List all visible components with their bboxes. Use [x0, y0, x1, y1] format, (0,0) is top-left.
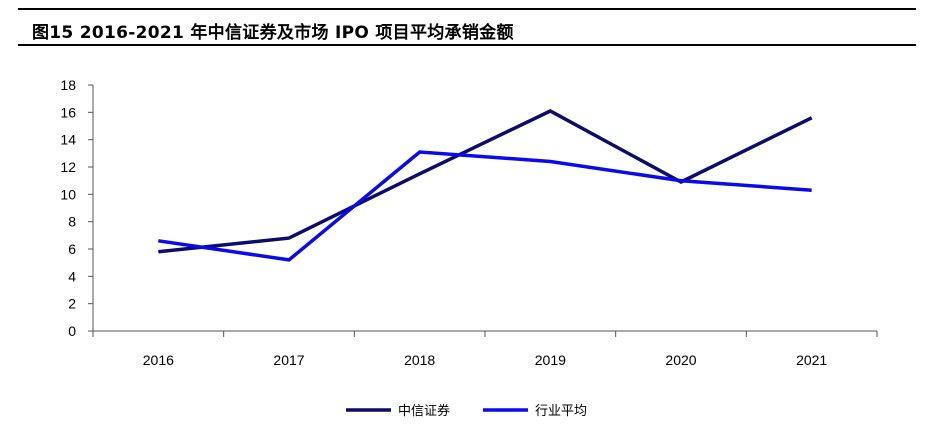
y-tick-label: 2: [68, 296, 76, 312]
series-line-1: [158, 109, 813, 254]
chart-axes: 0 2 4 6 8 10 12 14 16 18 2016 2017 2018 2019 2020 2021: [60, 77, 878, 368]
y-tick-label: 14: [60, 132, 76, 148]
y-tick-label: 4: [68, 268, 76, 284]
x-tick-label: 2019: [535, 352, 566, 368]
x-tick-label: 2016: [143, 352, 174, 368]
y-tick-label: 6: [68, 241, 76, 257]
figure-title: 图15 2016-2021 年中信证券及市场 IPO 项目平均承销金额: [32, 23, 514, 43]
y-tick-label: 16: [60, 104, 76, 120]
y-tick-label: 0: [68, 323, 76, 339]
y-tick-label: 8: [68, 214, 76, 230]
figure-title-bar: 图15 2016-2021 年中信证券及市场 IPO 项目平均承销金额: [18, 8, 916, 46]
y-tick-label: 10: [60, 186, 76, 202]
x-tick-label: 2018: [404, 352, 435, 368]
chart-series-layer: [158, 109, 813, 262]
x-tick-label: 2021: [796, 352, 827, 368]
x-tick-label: 2020: [665, 352, 696, 368]
y-tick-label: 12: [60, 159, 76, 175]
legend-label: 行业平均: [535, 404, 587, 419]
x-tick-label: 2017: [273, 352, 304, 368]
chart-legend: 中信证券 行业平均: [346, 403, 587, 419]
y-tick-label: 18: [60, 77, 76, 93]
legend-label: 中信证券: [398, 403, 450, 419]
series-line-2: [158, 150, 812, 262]
